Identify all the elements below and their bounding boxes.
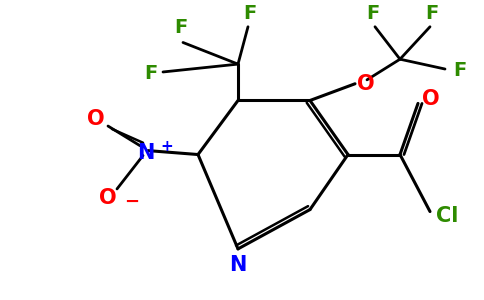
- Text: O: O: [87, 109, 105, 129]
- Text: O: O: [99, 188, 117, 208]
- Text: Cl: Cl: [436, 206, 458, 226]
- Text: F: F: [366, 4, 379, 23]
- Text: +: +: [160, 139, 173, 154]
- Text: O: O: [422, 88, 439, 109]
- Text: O: O: [357, 74, 375, 94]
- Text: F: F: [243, 4, 257, 23]
- Text: F: F: [425, 4, 439, 23]
- Text: −: −: [124, 193, 139, 211]
- Text: N: N: [229, 255, 247, 275]
- Text: F: F: [144, 64, 157, 83]
- Text: F: F: [453, 61, 466, 80]
- Text: N: N: [137, 142, 155, 163]
- Text: F: F: [174, 18, 188, 37]
